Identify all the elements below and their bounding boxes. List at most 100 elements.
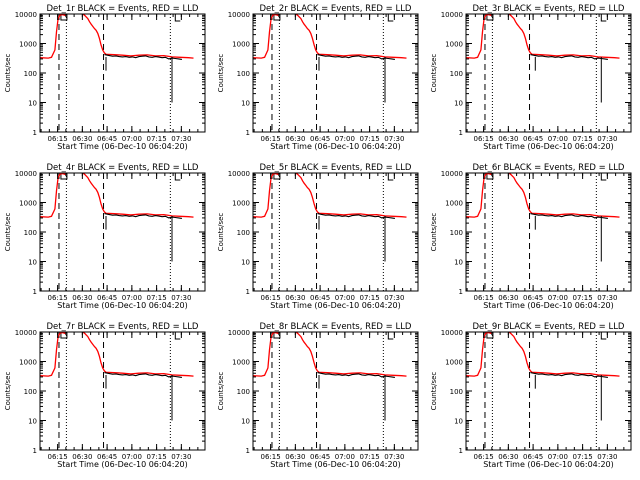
x-tick-label: 06:30	[498, 135, 518, 143]
x-tick-label: 07:30	[597, 135, 617, 143]
series-events-line	[104, 213, 182, 219]
panel-title: Det_9r BLACK = Events, RED = LLD	[473, 322, 625, 332]
x-tick-label: 07:00	[548, 294, 568, 302]
y-axis-label: Counts/sec	[4, 213, 12, 252]
y-tick-label: 1000	[445, 359, 463, 367]
y-axis-label: Counts/sec	[430, 54, 438, 93]
y-axis-label: Counts/sec	[217, 372, 225, 411]
series-lld-line	[253, 14, 407, 59]
x-tick-label: 06:15	[261, 294, 281, 302]
x-tick-label: 06:30	[72, 453, 92, 461]
panel-4: Det_4r BLACK = Events, RED = LLD Start Ti…	[4, 163, 206, 310]
x-axis-label: Start Time (06-Dec-10 06:04:20)	[270, 301, 401, 310]
y-tick-label: 1000	[445, 41, 463, 49]
bracket-marker	[600, 172, 607, 181]
x-tick-label: 06:30	[72, 294, 92, 302]
x-tick-label: 06:15	[261, 135, 281, 143]
bracket-marker	[174, 13, 181, 22]
axes-frame	[252, 331, 419, 451]
y-axis-label: Counts/sec	[430, 213, 438, 252]
x-tick-label: 06:30	[72, 135, 92, 143]
panel-1: Det_1r BLACK = Events, RED = LLD Start Ti…	[4, 4, 206, 151]
axes-frame	[465, 331, 632, 451]
panel-title: Det_2r BLACK = Events, RED = LLD	[260, 4, 412, 14]
y-tick-label: 1000	[232, 359, 250, 367]
y-tick-label: 10	[28, 259, 37, 267]
x-axis-label: Start Time (06-Dec-10 06:04:20)	[483, 460, 614, 469]
x-tick-label: 06:15	[474, 294, 494, 302]
x-axis-label: Start Time (06-Dec-10 06:04:20)	[57, 301, 188, 310]
x-tick-label: 07:15	[573, 135, 593, 143]
y-axis-label: Counts/sec	[217, 213, 225, 252]
panel-title: Det_4r BLACK = Events, RED = LLD	[47, 163, 199, 173]
y-tick-label: 100	[450, 229, 463, 237]
x-tick-label: 06:45	[310, 135, 330, 143]
x-tick-label: 07:15	[147, 453, 167, 461]
axes-frame	[39, 331, 206, 451]
y-tick-label: 1	[459, 129, 463, 137]
series-lld-line	[253, 173, 407, 218]
x-tick-label: 06:15	[474, 453, 494, 461]
x-tick-label: 06:15	[474, 135, 494, 143]
axes-frame	[39, 172, 206, 292]
bracket-marker	[387, 331, 394, 340]
x-tick-label: 07:00	[122, 453, 142, 461]
y-tick-label: 100	[24, 388, 37, 396]
y-tick-label: 10000	[228, 329, 250, 337]
x-tick-label: 07:00	[335, 453, 355, 461]
x-tick-label: 07:15	[573, 453, 593, 461]
panel-8: Det_8r BLACK = Events, RED = LLD Start Ti…	[217, 322, 419, 469]
panel-5: Det_5r BLACK = Events, RED = LLD Start Ti…	[217, 163, 419, 310]
x-tick-label: 06:15	[48, 135, 68, 143]
series-events-line	[530, 54, 608, 60]
plot-area	[40, 332, 194, 421]
series-events-line	[317, 54, 395, 60]
panel-3: Det_3r BLACK = Events, RED = LLD Start Ti…	[430, 4, 632, 151]
y-tick-label: 1	[246, 129, 250, 137]
y-tick-label: 100	[450, 388, 463, 396]
y-tick-label: 100	[237, 388, 250, 396]
plot-area	[466, 14, 620, 103]
x-tick-label: 07:30	[171, 294, 191, 302]
y-tick-label: 10	[28, 100, 37, 108]
y-tick-label: 1	[459, 447, 463, 455]
x-tick-label: 07:00	[335, 294, 355, 302]
y-tick-label: 1000	[19, 359, 37, 367]
x-tick-label: 06:15	[48, 453, 68, 461]
y-tick-label: 1000	[19, 41, 37, 49]
y-tick-label: 10	[454, 259, 463, 267]
x-tick-label: 07:30	[171, 453, 191, 461]
series-lld-line	[466, 173, 620, 218]
x-tick-label: 07:30	[384, 294, 404, 302]
x-tick-label: 06:45	[97, 135, 117, 143]
x-axis-label: Start Time (06-Dec-10 06:04:20)	[270, 460, 401, 469]
y-tick-label: 1000	[19, 200, 37, 208]
x-axis-label: Start Time (06-Dec-10 06:04:20)	[57, 460, 188, 469]
y-tick-label: 1000	[232, 41, 250, 49]
bracket-marker	[387, 172, 394, 181]
y-tick-label: 10000	[228, 11, 250, 19]
x-tick-label: 06:30	[285, 294, 305, 302]
y-tick-label: 10	[454, 100, 463, 108]
x-tick-label: 07:15	[573, 294, 593, 302]
panel-9: Det_9r BLACK = Events, RED = LLD Start Ti…	[430, 322, 632, 469]
plot-area	[466, 173, 620, 262]
y-tick-label: 10000	[15, 329, 37, 337]
x-axis-label: Start Time (06-Dec-10 06:04:20)	[57, 142, 188, 151]
series-lld-line	[466, 14, 620, 59]
x-tick-label: 07:00	[122, 135, 142, 143]
bracket-marker	[600, 331, 607, 340]
x-axis-label: Start Time (06-Dec-10 06:04:20)	[270, 142, 401, 151]
x-tick-label: 07:00	[122, 294, 142, 302]
axes-frame	[252, 13, 419, 133]
x-tick-label: 07:00	[548, 135, 568, 143]
x-tick-label: 07:15	[147, 294, 167, 302]
panel-2: Det_2r BLACK = Events, RED = LLD Start Ti…	[217, 4, 419, 151]
bracket-marker	[387, 13, 394, 22]
x-tick-label: 07:30	[171, 135, 191, 143]
x-tick-label: 06:45	[97, 453, 117, 461]
bracket-marker	[174, 331, 181, 340]
series-events-line	[317, 213, 395, 219]
panel-title: Det_7r BLACK = Events, RED = LLD	[47, 322, 199, 332]
y-tick-label: 1000	[445, 200, 463, 208]
